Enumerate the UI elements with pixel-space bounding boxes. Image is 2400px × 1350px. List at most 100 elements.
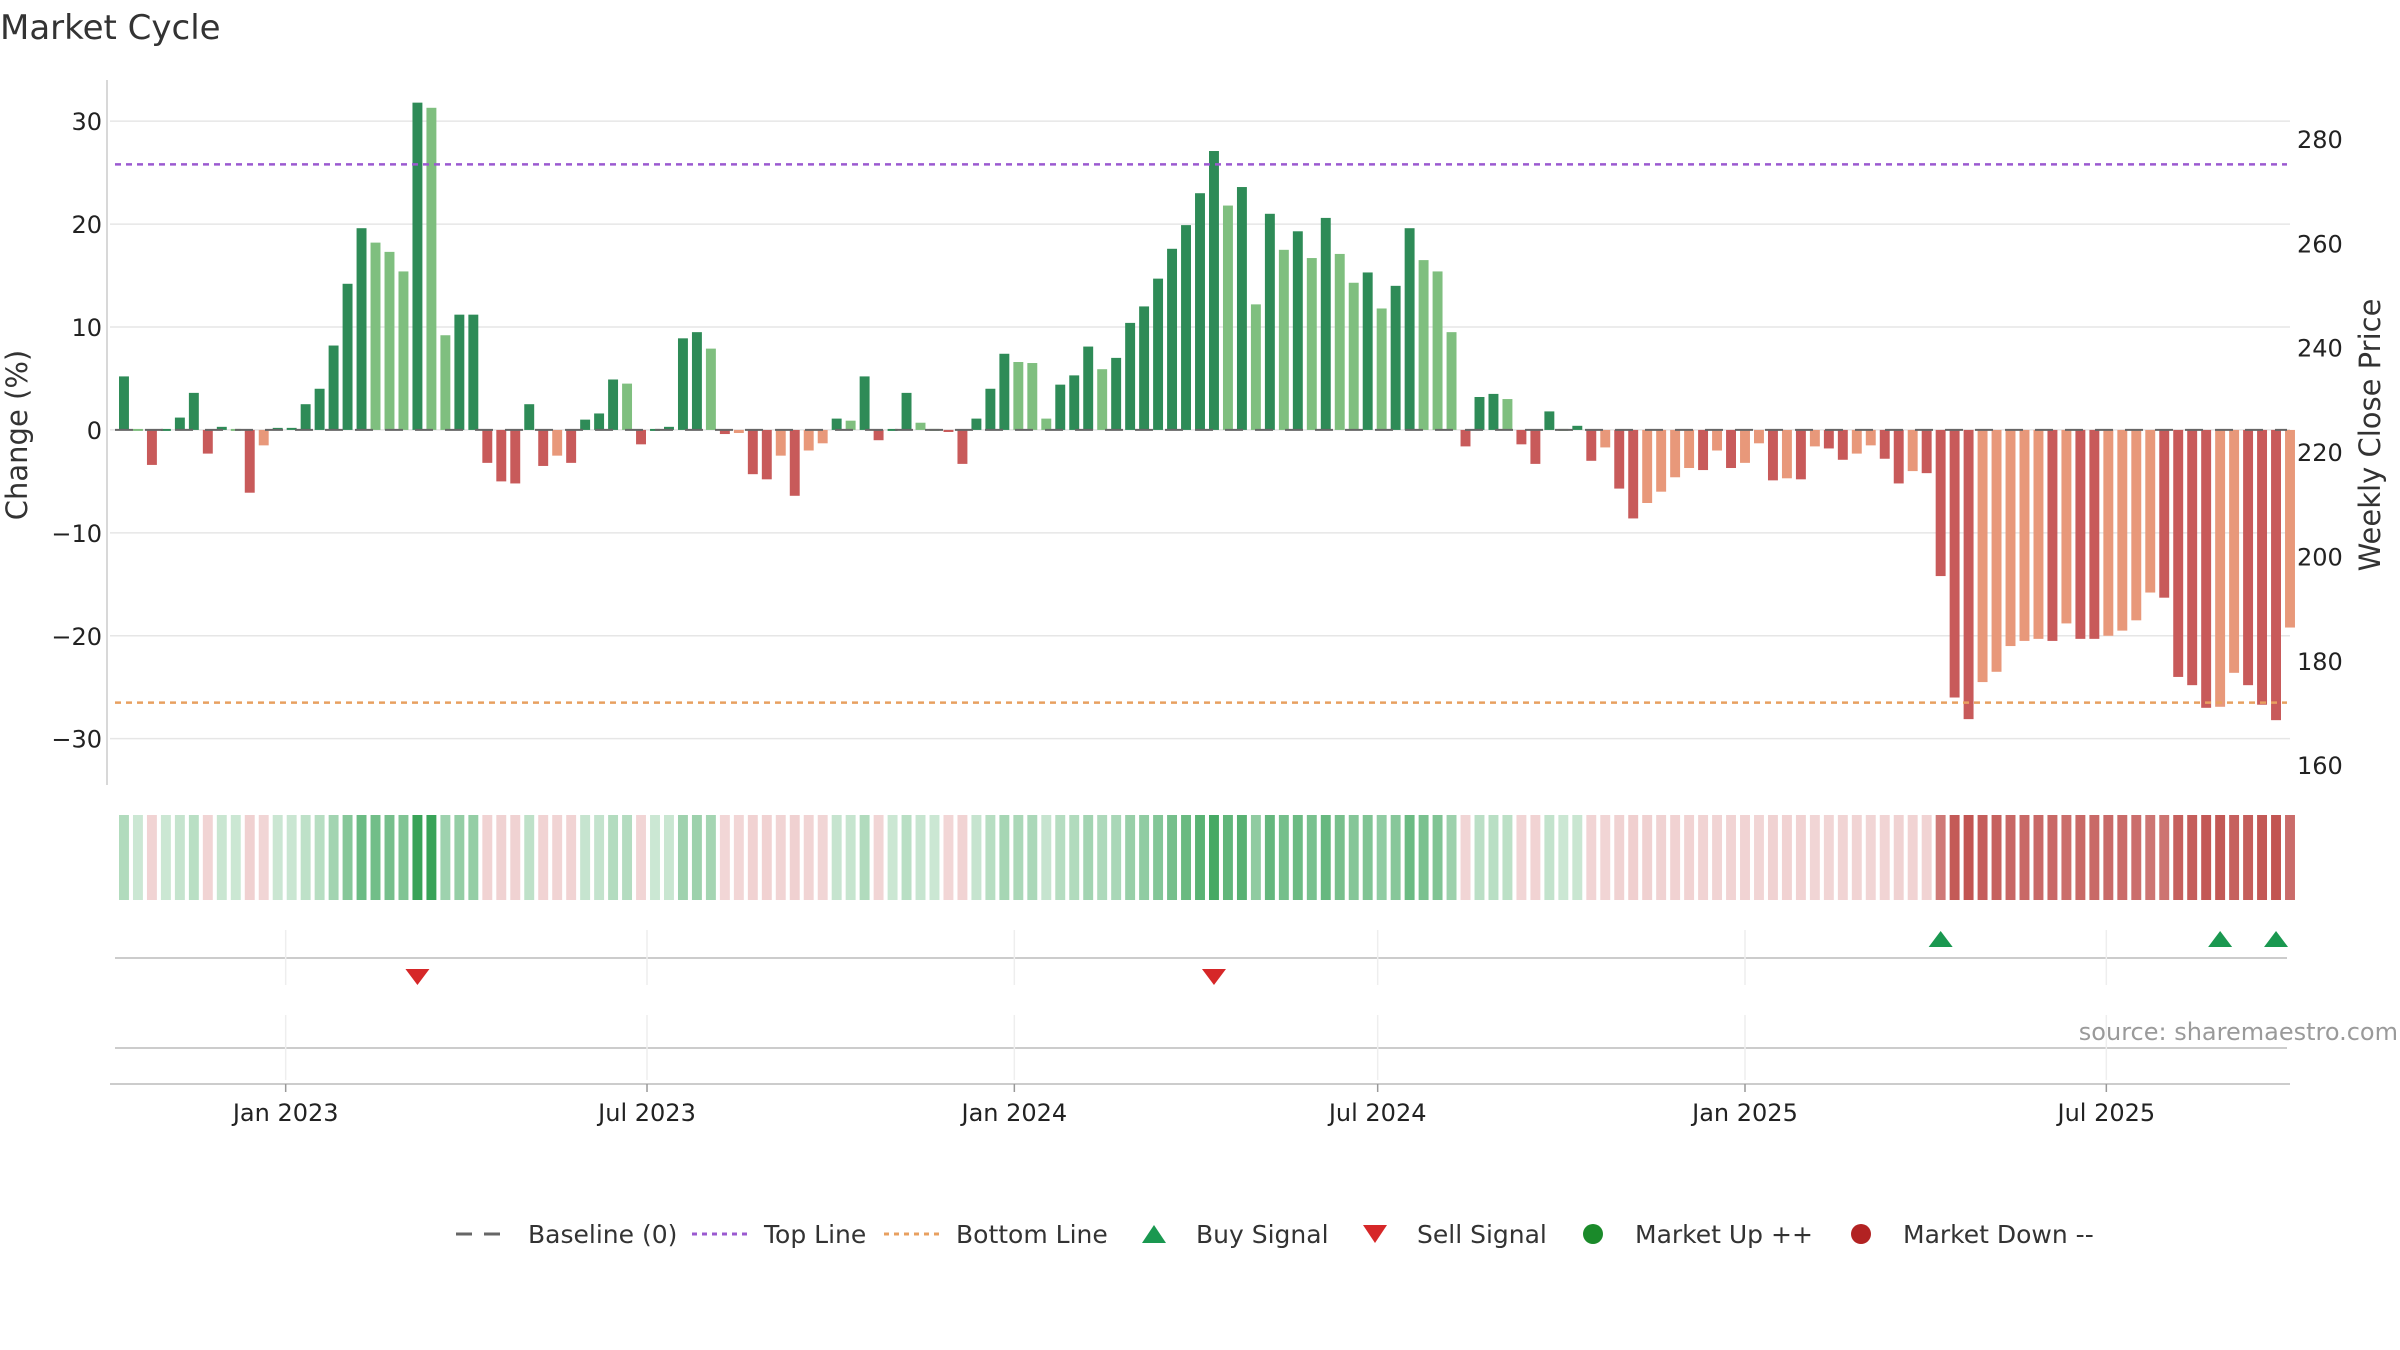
bar xyxy=(1781,429,1792,479)
bar xyxy=(1250,304,1261,430)
heat-cell xyxy=(1698,815,1709,900)
bar xyxy=(1181,225,1191,430)
legend-market-up-swatch xyxy=(1583,1224,1603,1244)
heat-cell xyxy=(1041,815,1052,900)
bar xyxy=(160,428,171,431)
heat-cell xyxy=(1851,815,1862,900)
heat-cell xyxy=(2201,815,2212,900)
bar xyxy=(747,429,758,475)
heat-cell xyxy=(2285,815,2295,900)
heat-cell xyxy=(747,815,758,900)
bar xyxy=(1977,429,1988,683)
bar xyxy=(342,283,353,430)
heat-cell xyxy=(272,815,283,900)
heat-cell xyxy=(1991,815,2002,900)
signal-panel xyxy=(115,930,2289,985)
heat-cell xyxy=(1069,815,1080,900)
y2-tick-label: 280 xyxy=(2297,126,2343,154)
heat-cell xyxy=(1558,815,1569,900)
bar xyxy=(2215,429,2226,707)
heat-cell xyxy=(384,815,395,900)
heat-cell xyxy=(1139,815,1150,900)
bar xyxy=(314,388,325,430)
x-axis-ticks: Jan 2023 Jul 2023 Jan 2024 Jul 2024 Jan 2025… xyxy=(110,1083,2290,1127)
heat-cell xyxy=(1404,815,1415,900)
heat-cell xyxy=(146,815,157,900)
heat-cell xyxy=(1195,815,1205,900)
heat-cell xyxy=(1935,815,1946,900)
bar xyxy=(2257,429,2268,705)
heat-cell xyxy=(2103,815,2114,900)
axes: 30 20 10 0 −10 −20 −30 280 260 240 220 200 180 160 xyxy=(51,80,2343,785)
heat-cell xyxy=(1530,815,1541,900)
heat-cell xyxy=(1460,815,1471,900)
bar xyxy=(524,404,535,430)
source-text: source: sharemaestro.com xyxy=(2079,1018,2398,1046)
heat-cell xyxy=(1488,815,1499,900)
bar xyxy=(2061,429,2072,624)
bar xyxy=(1167,248,1178,430)
bar xyxy=(901,392,912,430)
heat-cell xyxy=(2271,815,2281,900)
bar xyxy=(1460,429,1471,447)
heat-cell xyxy=(901,815,912,900)
bar xyxy=(1139,306,1150,430)
bar xyxy=(1264,213,1275,430)
heat-cell xyxy=(1921,815,1932,900)
bar xyxy=(1600,429,1611,448)
heat-cell xyxy=(1809,815,1820,900)
bar xyxy=(1823,429,1834,449)
sell-signal-marker xyxy=(1201,969,1226,985)
bar xyxy=(216,426,227,430)
heat-cell xyxy=(1292,815,1303,900)
bar xyxy=(1488,393,1499,430)
bar xyxy=(1795,429,1806,480)
heat-cell xyxy=(538,815,549,900)
bar xyxy=(1851,429,1862,454)
y-tick-label: −10 xyxy=(51,520,102,548)
bar xyxy=(496,429,507,482)
bar xyxy=(2201,429,2212,708)
y-tick-label: 0 xyxy=(87,417,102,445)
buy-signal-marker xyxy=(2208,931,2233,947)
bar xyxy=(1642,429,1653,503)
heat-cell xyxy=(999,815,1010,900)
bar xyxy=(1586,429,1597,461)
heat-cell xyxy=(915,815,926,900)
y-tick-label: 30 xyxy=(71,108,102,136)
bar xyxy=(1614,429,1625,489)
x-tick-label: Jan 2025 xyxy=(1690,1099,1798,1127)
heat-cell xyxy=(2117,815,2128,900)
bar xyxy=(1837,429,1848,460)
legend-label: Buy Signal xyxy=(1196,1220,1329,1249)
heat-cell xyxy=(1264,815,1275,900)
sell-signal-marker xyxy=(405,969,430,985)
heat-cell xyxy=(370,815,381,900)
bar xyxy=(1628,429,1639,519)
y2-tick-label: 180 xyxy=(2297,648,2343,676)
heat-cell xyxy=(1795,815,1806,900)
heat-cell xyxy=(1362,815,1373,900)
heat-cell xyxy=(1907,815,1918,900)
heat-cell xyxy=(887,815,898,900)
heat-cell xyxy=(1977,815,1988,900)
heat-cell xyxy=(580,815,591,900)
bar xyxy=(1712,429,1723,451)
bar xyxy=(2145,429,2156,593)
market-panel xyxy=(115,1015,2287,1080)
bar xyxy=(1013,362,1024,430)
heat-cell xyxy=(1153,815,1164,900)
buy-signal-marker xyxy=(1928,931,1953,947)
heat-cell xyxy=(957,815,968,900)
heat-cell xyxy=(1516,815,1527,900)
bar xyxy=(370,242,381,430)
heat-cell xyxy=(817,815,828,900)
heat-cell xyxy=(1963,815,1974,900)
heat-cell xyxy=(803,815,814,900)
heat-cell xyxy=(2229,815,2240,900)
bar xyxy=(1530,429,1541,464)
heat-cell xyxy=(971,815,982,900)
bar xyxy=(1125,322,1136,430)
bar xyxy=(188,392,199,430)
heat-cell xyxy=(2075,815,2086,900)
